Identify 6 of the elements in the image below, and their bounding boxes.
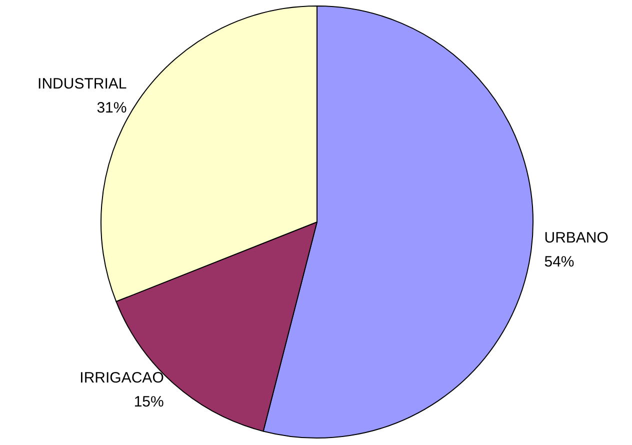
data-label: 54% xyxy=(544,254,574,271)
slice-label: URBANO xyxy=(544,230,608,247)
data-label: 15% xyxy=(134,394,164,411)
data-label: 31% xyxy=(96,100,127,117)
slice-label: INDUSTRIAL xyxy=(38,76,127,93)
slice-label: IRRIGACAO xyxy=(80,370,164,387)
